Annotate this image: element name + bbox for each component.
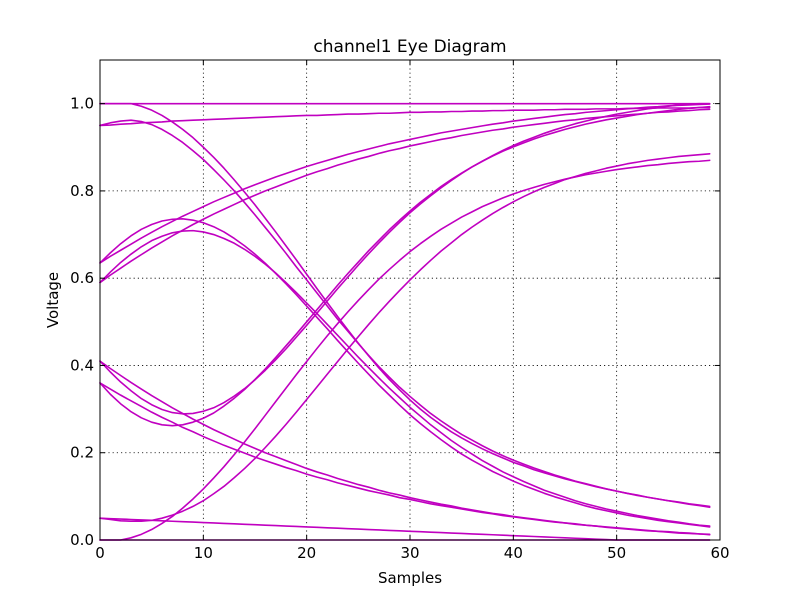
eye-trace-14 <box>99 159 711 541</box>
y-tick-label: 1.0 <box>70 95 94 113</box>
x-tick-label: 50 <box>607 544 626 562</box>
chart-title: channel1 Eye Diagram <box>313 37 506 57</box>
x-tick-label: 60 <box>710 544 729 562</box>
y-axis-label: Voltage <box>44 272 62 328</box>
eye-trace-5 <box>99 103 711 264</box>
x-tick-label: 30 <box>400 544 419 562</box>
y-tick-label: 0.8 <box>70 182 94 200</box>
eye-trace-10 <box>99 105 711 427</box>
eye-trace-8 <box>99 229 711 527</box>
y-tick-label: 0.6 <box>70 269 94 287</box>
x-tick-label: 40 <box>504 544 523 562</box>
eye-trace-9 <box>99 102 711 415</box>
y-tick-label: 0.0 <box>70 531 94 549</box>
axis-ticks: 0 10 20 30 40 50 60 0.0 0.2 0.4 0.6 0.8 1.0 <box>70 60 730 562</box>
y-tick-label: 0.2 <box>70 444 94 462</box>
y-tick-label: 0.4 <box>70 356 94 374</box>
eye-trace-7 <box>99 218 711 528</box>
eye-trace-12 <box>99 382 711 536</box>
x-tick-label: 0 <box>95 544 105 562</box>
eye-trace-13 <box>99 153 711 523</box>
x-tick-label: 20 <box>297 544 316 562</box>
x-axis-label: Samples <box>378 569 442 587</box>
eye-trace-4 <box>99 119 711 509</box>
eye-trace-2 <box>99 106 711 127</box>
x-tick-label: 10 <box>194 544 213 562</box>
